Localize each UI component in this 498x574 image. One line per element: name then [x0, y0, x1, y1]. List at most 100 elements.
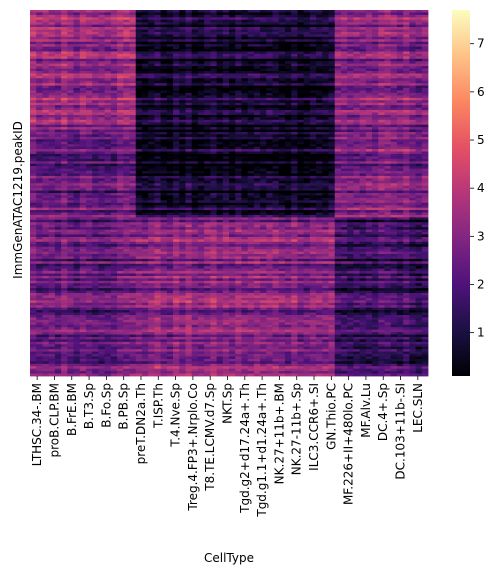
heatmap-cell [309, 188, 317, 191]
heatmap-cell [92, 119, 99, 123]
heatmap-cell [48, 78, 56, 82]
heatmap-cell [30, 41, 37, 45]
heatmap-cell [54, 46, 62, 50]
heatmap-cell [384, 44, 392, 47]
heatmap-cell [104, 10, 112, 13]
heatmap-cell [235, 10, 242, 13]
heatmap-cell [141, 12, 149, 16]
heatmap-cell [160, 31, 168, 35]
heatmap-cell [328, 190, 336, 194]
heatmap-cell [222, 168, 230, 172]
heatmap-cell [110, 66, 118, 69]
heatmap-cell [36, 156, 43, 160]
heatmap-cell [372, 193, 379, 196]
heatmap-cell [229, 156, 236, 160]
heatmap-cell [179, 163, 186, 167]
heatmap-cell [210, 39, 217, 43]
heatmap-cell [85, 17, 93, 21]
heatmap-cell [241, 149, 249, 152]
heatmap-cell [421, 180, 429, 184]
heatmap-cell [390, 53, 398, 57]
heatmap-cell [67, 27, 74, 30]
heatmap-cell [216, 197, 224, 201]
heatmap-cell [229, 107, 236, 111]
heatmap-cell [340, 124, 348, 128]
heatmap-cell [390, 88, 398, 91]
heatmap-cell [340, 71, 348, 74]
heatmap-cell [92, 163, 99, 167]
heatmap-cell [104, 178, 112, 182]
heatmap-cell [54, 53, 62, 57]
heatmap-cell [415, 49, 423, 52]
heatmap-cell [359, 63, 367, 67]
heatmap-cell [216, 166, 224, 169]
heatmap-cell [241, 22, 249, 26]
heatmap-cell [247, 22, 255, 26]
heatmap-cell [36, 129, 43, 133]
heatmap-cell [73, 161, 81, 165]
heatmap-cell [191, 107, 199, 111]
heatmap-cell [303, 14, 311, 18]
heatmap-cell [303, 71, 311, 74]
heatmap-cell [421, 136, 429, 140]
heatmap-cell [334, 19, 342, 23]
heatmap-cell [247, 29, 255, 33]
heatmap-cell [222, 56, 230, 60]
heatmap-cell [322, 146, 329, 150]
heatmap-cell [278, 71, 286, 74]
heatmap-cell [185, 88, 193, 91]
heatmap-cell [278, 95, 286, 99]
heatmap-cell [390, 24, 398, 28]
heatmap-cell [365, 141, 373, 145]
heatmap-cell [197, 180, 205, 184]
heatmap-cell [241, 197, 249, 201]
heatmap-cell [48, 185, 56, 189]
heatmap-cell [222, 12, 230, 16]
heatmap-cell [154, 80, 161, 84]
heatmap-cell [216, 34, 224, 38]
heatmap-cell [135, 134, 143, 138]
heatmap-cell [92, 149, 99, 152]
heatmap-cell [415, 22, 423, 26]
heatmap-cell [166, 102, 174, 106]
heatmap-cell [241, 124, 249, 128]
heatmap-cell [284, 14, 292, 18]
heatmap-cell [359, 127, 367, 130]
heatmap-cell [309, 129, 317, 133]
heatmap-cell [173, 14, 180, 18]
heatmap-cell [191, 136, 199, 140]
heatmap-cell [328, 119, 336, 123]
heatmap-cell [110, 88, 118, 91]
heatmap-cell [309, 12, 317, 16]
heatmap-cell [390, 80, 398, 84]
heatmap-cell [390, 127, 398, 130]
heatmap-cell [353, 66, 360, 69]
heatmap-cell [353, 156, 360, 160]
heatmap-cell [322, 73, 329, 77]
heatmap-cell [173, 36, 180, 40]
heatmap-cell [247, 83, 255, 87]
heatmap-cell [154, 14, 161, 18]
heatmap-cell [48, 80, 56, 84]
heatmap-cell [67, 36, 74, 40]
heatmap-cell [179, 27, 186, 30]
heatmap-cell [129, 141, 137, 145]
heatmap-cell [229, 105, 236, 108]
heatmap-cell [340, 78, 348, 82]
heatmap-cell [98, 105, 106, 108]
heatmap-cell [229, 168, 236, 172]
heatmap-cell [110, 163, 118, 167]
heatmap-cell [303, 83, 311, 87]
heatmap-cell [129, 166, 137, 169]
heatmap-cell [365, 129, 373, 133]
heatmap-cell [179, 146, 186, 150]
heatmap-cell [403, 185, 410, 189]
heatmap-cell [340, 56, 348, 60]
heatmap-cell [297, 190, 305, 194]
heatmap-cell [48, 88, 56, 91]
heatmap-cell [222, 100, 230, 104]
heatmap-cell [92, 92, 99, 96]
heatmap-cell [110, 68, 118, 72]
heatmap-cell [229, 46, 236, 50]
heatmap-cell [372, 173, 379, 177]
